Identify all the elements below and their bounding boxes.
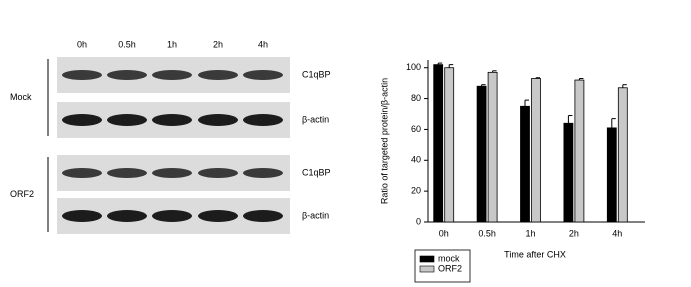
band	[243, 70, 283, 80]
bar	[520, 105, 530, 223]
x-tick-label: 0.5h	[478, 228, 496, 238]
group-label: Mock	[10, 92, 32, 102]
bar	[433, 64, 444, 223]
y-tick-label: 60	[411, 124, 421, 134]
band	[198, 168, 238, 178]
bar	[444, 67, 455, 223]
protein-label: β-actin	[302, 210, 329, 220]
x-tick-label: 0h	[439, 228, 449, 238]
y-tick-label: 0	[416, 216, 421, 226]
legend-swatch	[419, 255, 435, 263]
lane-label: 0.5h	[118, 39, 136, 49]
band	[152, 210, 192, 222]
legend-box	[414, 249, 471, 283]
x-axis-title: Time after CHX	[504, 249, 566, 259]
y-tick-label: 20	[411, 186, 421, 196]
x-tick-label: 1h	[525, 228, 535, 238]
y-axis-title: Ratio of targeted protein/β-actin	[379, 78, 389, 204]
bar	[531, 78, 541, 223]
protein-label: C1qBP	[302, 69, 331, 79]
band	[62, 114, 102, 126]
y-tick-label: 80	[411, 93, 421, 103]
protein-label: β-actin	[302, 114, 329, 124]
band	[152, 70, 192, 80]
legend-swatch	[419, 265, 435, 273]
band	[152, 114, 192, 126]
band	[243, 114, 283, 126]
x-tick-label: 2h	[569, 228, 579, 238]
band	[243, 168, 283, 178]
bar	[606, 127, 617, 223]
band	[198, 70, 238, 80]
bar	[563, 122, 574, 223]
band	[198, 210, 238, 222]
band	[107, 168, 147, 178]
legend-label: mock	[438, 253, 460, 263]
band	[107, 70, 147, 80]
band	[198, 114, 238, 126]
y-tick-label: 40	[411, 155, 421, 165]
legend-label: ORF2	[438, 263, 462, 273]
bar	[476, 85, 487, 223]
band	[107, 210, 147, 222]
band	[107, 114, 147, 126]
band	[62, 70, 102, 80]
lane-label: 1h	[167, 39, 177, 49]
lane-label: 2h	[213, 39, 223, 49]
band	[62, 210, 102, 222]
protein-label: C1qBP	[302, 167, 331, 177]
lane-label: 4h	[258, 39, 268, 49]
group-label: ORF2	[10, 189, 34, 199]
bar	[617, 87, 628, 223]
bar	[487, 71, 498, 223]
x-tick-label: 4h	[612, 228, 622, 238]
band	[152, 168, 192, 178]
lane-label: 0h	[77, 39, 87, 49]
y-tick-label: 100	[406, 62, 421, 72]
bar	[574, 79, 585, 223]
band	[62, 168, 102, 178]
band	[243, 210, 283, 222]
